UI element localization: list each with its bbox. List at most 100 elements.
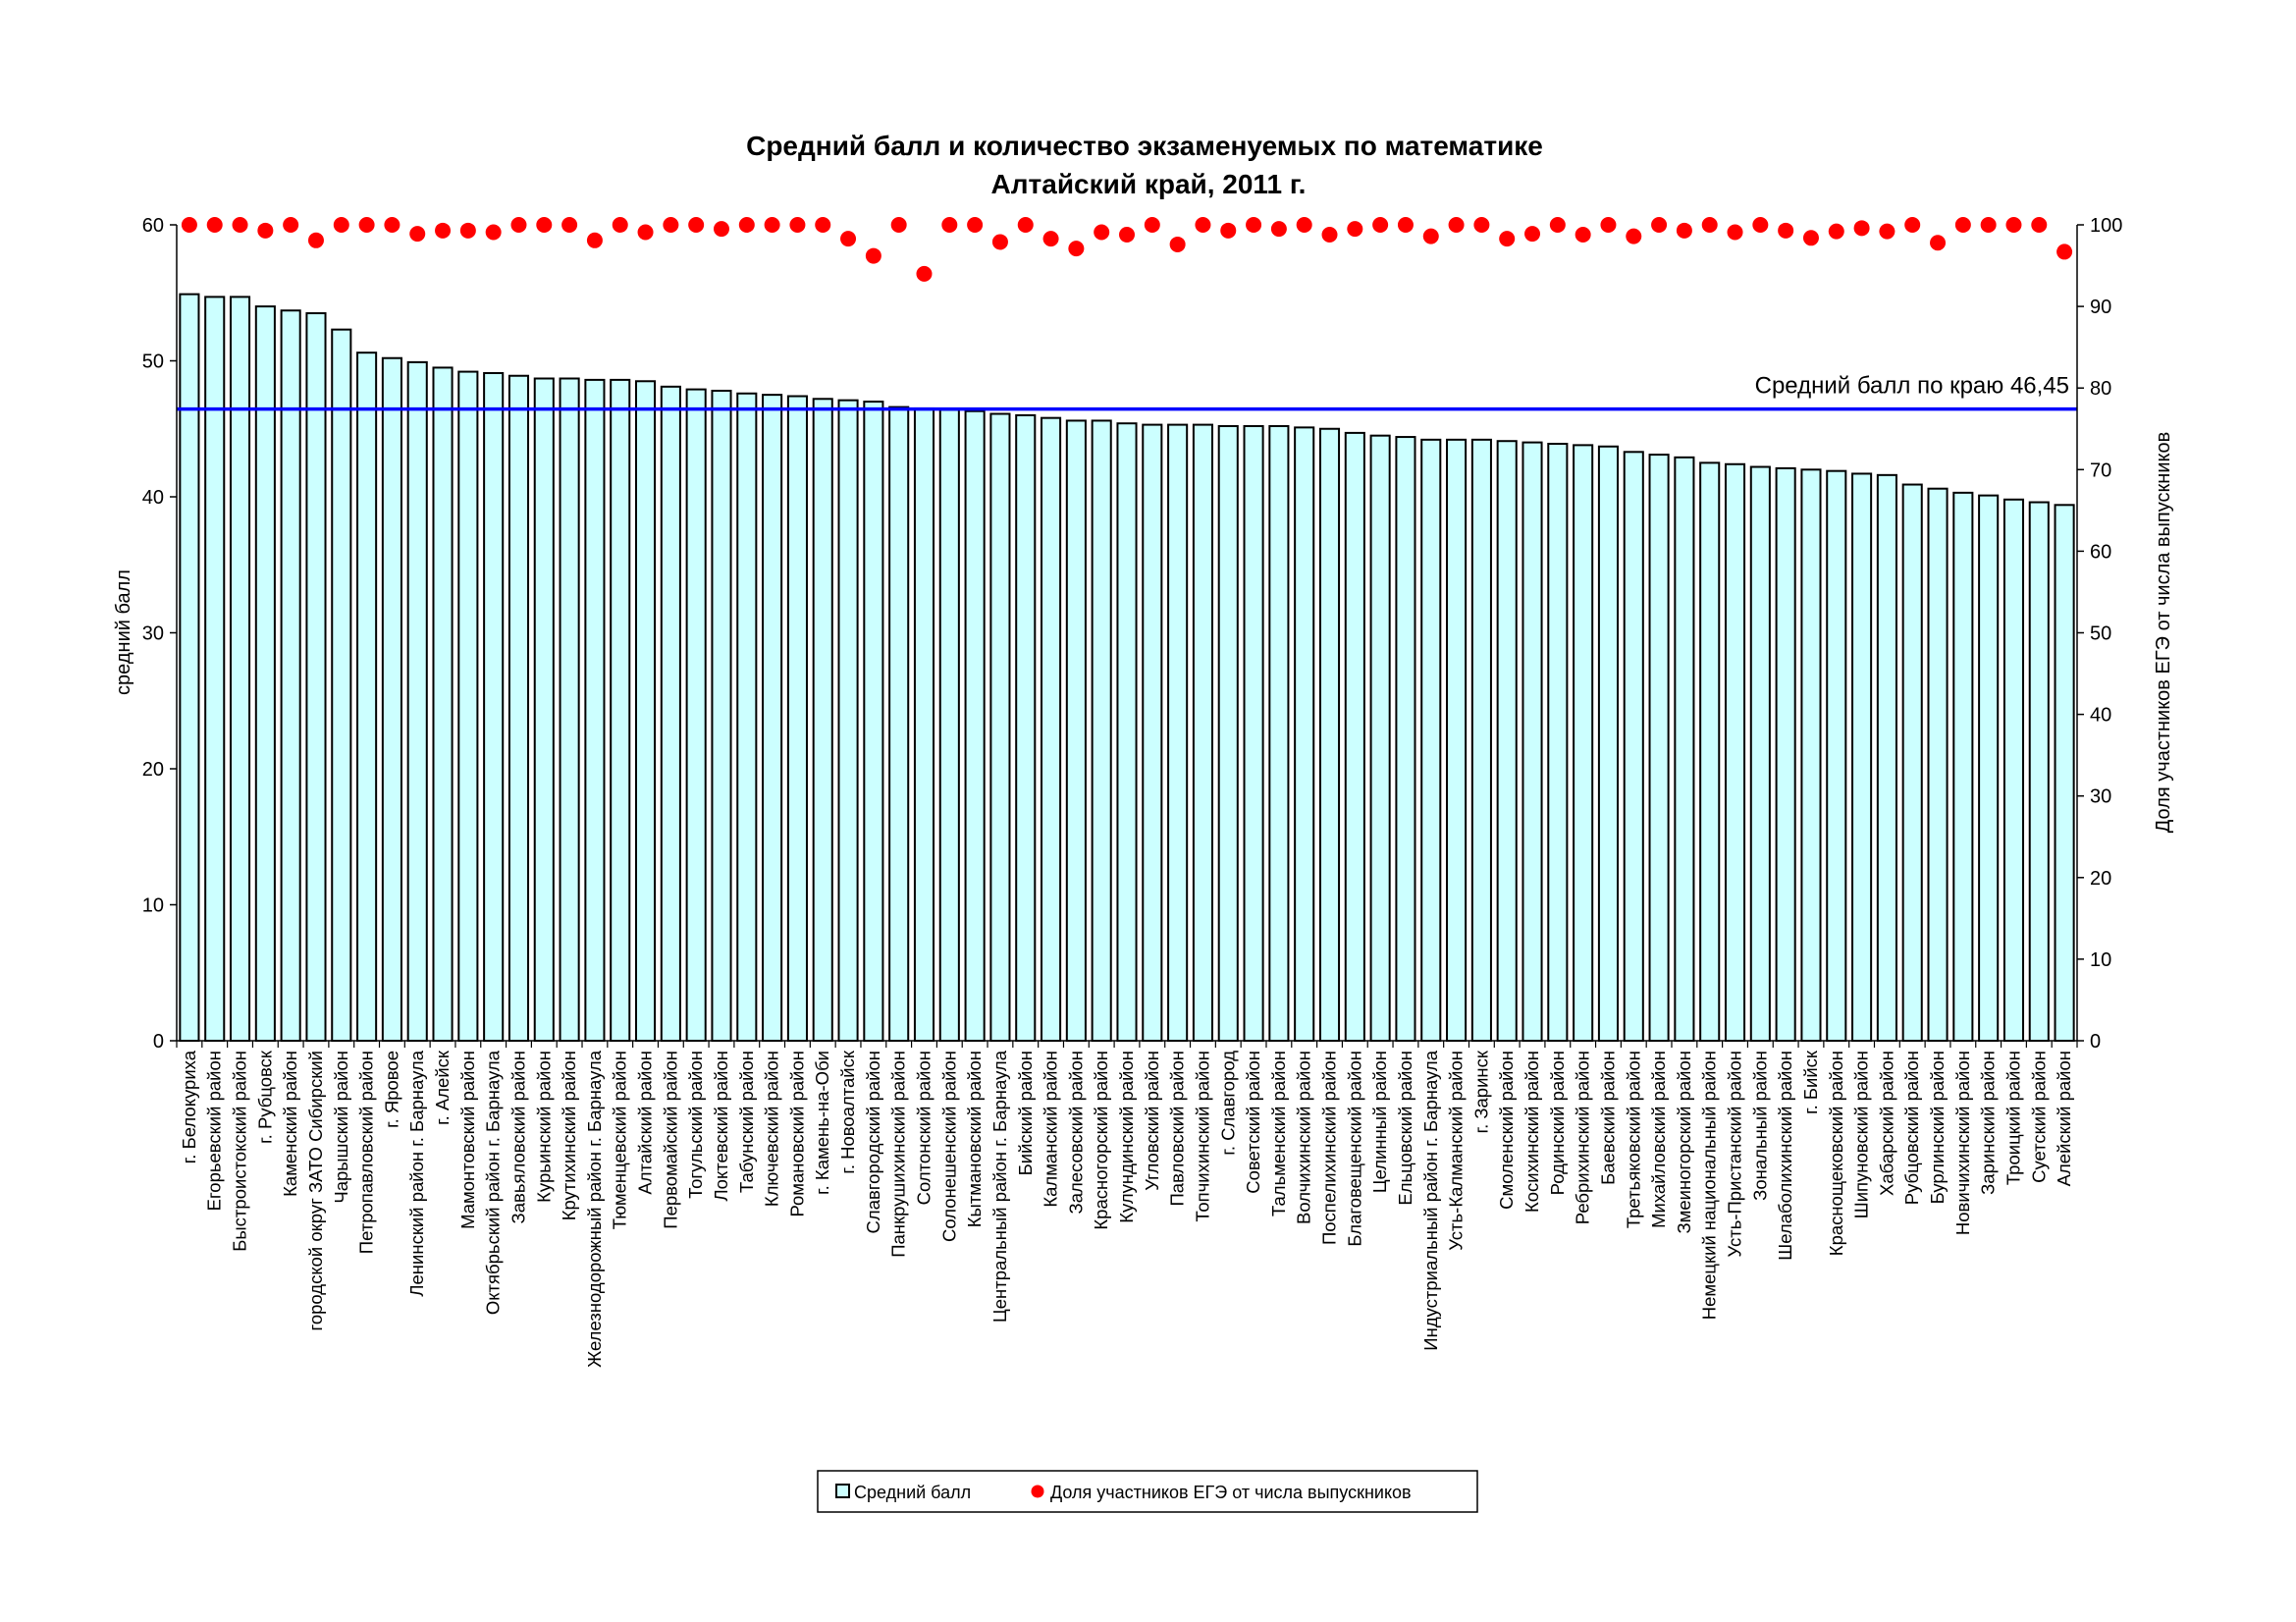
bar: [1344, 431, 1365, 1042]
dot: [1853, 220, 1870, 237]
category-label: Поспелихинский район: [1319, 1051, 1340, 1245]
category-label: г. Камень-на-Оби: [812, 1051, 832, 1195]
category-label: Краснощековский район: [1826, 1051, 1846, 1256]
dot: [1930, 235, 1947, 251]
category-label: Баевский район: [1597, 1051, 1618, 1185]
category-label: Ельцовский район: [1395, 1051, 1415, 1206]
y-tick-label: 0: [153, 1031, 164, 1053]
dot: [1954, 217, 1971, 233]
dot: [1448, 217, 1465, 233]
dot: [459, 222, 476, 239]
bar: [1496, 440, 1518, 1043]
y2-tick-label: 0: [2090, 1031, 2101, 1053]
bar: [1573, 444, 1594, 1042]
dot: [1347, 221, 1363, 238]
category-label: г. Бийск: [1800, 1050, 1821, 1114]
reference-line-group: Средний балл по краю 46,45: [177, 373, 2077, 411]
y-tick-label: 50: [142, 351, 164, 373]
bar: [1648, 454, 1670, 1042]
category-label: Кытмановский район: [964, 1051, 985, 1227]
bar: [1522, 441, 1543, 1043]
dot: [764, 217, 780, 233]
dot: [1169, 236, 1186, 252]
dot: [1473, 217, 1490, 233]
category-label: Петропавловский район: [356, 1051, 377, 1254]
reference-line-label: Средний балл по краю 46,45: [1755, 373, 2069, 400]
bar: [1749, 465, 1771, 1042]
bar: [2002, 498, 2025, 1042]
category-label: г. Славгород: [1217, 1051, 1238, 1156]
bar: [1978, 494, 2000, 1042]
category-label: Троицкий район: [2002, 1051, 2023, 1185]
dot: [409, 226, 426, 243]
category-label: Хабарский район: [1876, 1051, 1896, 1196]
y2-axis-title: Доля участников ЕГЭ от числа выпускников: [2153, 432, 2174, 833]
category-label: Третьяковский район: [1623, 1051, 1643, 1228]
bar: [483, 371, 505, 1043]
dot: [637, 224, 654, 241]
dot: [2056, 243, 2073, 260]
dot: [916, 265, 933, 282]
category-label: городской округ ЗАТО Сибирский: [305, 1051, 326, 1331]
category-label: Мамонтовский район: [457, 1051, 478, 1229]
dot: [1600, 217, 1617, 233]
dot: [967, 217, 984, 233]
legend-dot-swatch: [1031, 1485, 1044, 1498]
y2-tick-label: 100: [2090, 215, 2122, 237]
category-label: Красногорский район: [1091, 1051, 1111, 1230]
bar: [1192, 423, 1213, 1043]
category-labels: г. Белокуриха Егорьевский район Быстроисто…: [179, 1050, 2074, 1368]
bar: [179, 293, 200, 1042]
bar: [331, 328, 352, 1042]
category-label: Суетский район: [2028, 1051, 2049, 1183]
category-label: Угловский район: [1142, 1051, 1162, 1191]
dot: [1904, 217, 1921, 233]
bar: [1142, 423, 1163, 1043]
category-label: г. Яровое: [381, 1051, 401, 1128]
bar: [837, 399, 859, 1043]
category-label: г. Алейск: [432, 1050, 453, 1125]
dot: [1094, 224, 1110, 241]
dot: [1676, 222, 1692, 239]
bar: [1927, 487, 1949, 1042]
category-label: Заринский район: [1978, 1051, 1999, 1195]
category-label: Тюменцевский район: [610, 1051, 630, 1229]
category-label: Зональный район: [1749, 1051, 1770, 1201]
dot: [358, 217, 375, 233]
dot: [181, 217, 197, 233]
bar: [1268, 424, 1290, 1043]
bar: [457, 370, 479, 1042]
bar: [812, 398, 833, 1042]
bar: [1826, 469, 1847, 1042]
bar: [1395, 436, 1416, 1042]
y2-tick-label: 20: [2090, 868, 2111, 890]
category-label: Залесовский район: [1065, 1051, 1086, 1214]
category-label: Тогульский район: [685, 1051, 706, 1199]
axes: 0 10 20 30 40 50 60 0 10 20 30 40 50 60 70 80 90 100: [142, 215, 2123, 1053]
dot: [1321, 226, 1338, 243]
category-label: Усть-Пристанский район: [1725, 1051, 1745, 1258]
category-label: Панкрушихинский район: [888, 1051, 909, 1258]
dot: [713, 221, 729, 238]
legend-dot-label: Доля участников ЕГЭ от числа выпускников: [1050, 1483, 1412, 1502]
dot: [815, 217, 831, 233]
y-tick-label: 40: [142, 487, 164, 509]
category-label: Каменский район: [280, 1051, 300, 1197]
dot: [1778, 222, 1794, 239]
bar: [1800, 468, 1822, 1042]
category-label: Михайловский район: [1648, 1051, 1669, 1228]
category-label: Солтонский район: [913, 1051, 934, 1205]
bar: [762, 394, 783, 1043]
dot: [1042, 231, 1059, 247]
dot: [333, 217, 349, 233]
dot: [1980, 217, 1997, 233]
bar: [584, 378, 606, 1042]
category-label: Волчихинский район: [1294, 1051, 1314, 1224]
bar: [1901, 483, 1923, 1042]
bar: [1217, 424, 1239, 1043]
category-label: Змеиногорский район: [1674, 1051, 1694, 1234]
dot: [1422, 228, 1439, 244]
bar: [1015, 413, 1037, 1042]
category-label: Благовещенский район: [1344, 1051, 1364, 1247]
